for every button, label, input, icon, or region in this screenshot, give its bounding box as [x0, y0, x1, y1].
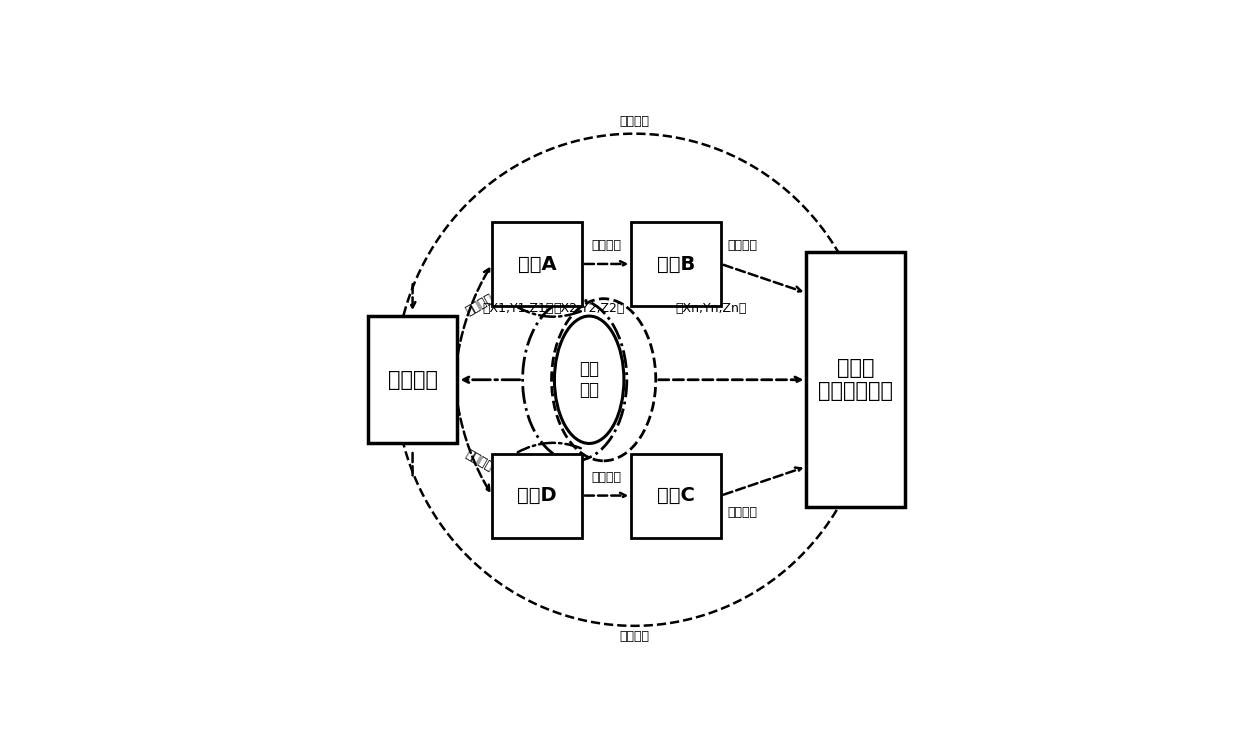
Text: 数据通讯: 数据通讯 — [728, 239, 758, 253]
Ellipse shape — [554, 316, 624, 444]
Text: （Xn,Yn,Zn）: （Xn,Yn,Zn） — [675, 302, 746, 315]
Text: 无线校时: 无线校时 — [464, 447, 496, 474]
Bar — [492, 222, 582, 306]
Text: 定位
标签: 定位 标签 — [579, 360, 599, 399]
Bar — [631, 222, 720, 306]
Text: 位置点
解算系统后台: 位置点 解算系统后台 — [818, 358, 893, 402]
Text: 基站B: 基站B — [657, 254, 696, 274]
Text: 无线校时: 无线校时 — [464, 291, 496, 317]
Text: 基站A: 基站A — [518, 254, 557, 274]
Text: 无线校时: 无线校时 — [591, 471, 621, 484]
Bar — [631, 453, 720, 538]
Text: （X1,Y1,Z1）: （X1,Y1,Z1） — [482, 302, 554, 315]
Bar — [806, 253, 905, 507]
Text: 数据通讯: 数据通讯 — [728, 506, 758, 519]
Text: 基站D: 基站D — [517, 486, 557, 505]
Bar — [492, 453, 582, 538]
Text: 校时基站: 校时基站 — [388, 370, 438, 390]
Bar — [368, 316, 458, 444]
Text: 基站C: 基站C — [657, 486, 694, 505]
Text: 无线校时: 无线校时 — [591, 239, 621, 253]
Text: 数据通讯: 数据通讯 — [619, 630, 649, 643]
Text: （X2,Y2,Z2）: （X2,Y2,Z2） — [553, 302, 625, 315]
Text: 数据通讯: 数据通讯 — [619, 115, 649, 128]
